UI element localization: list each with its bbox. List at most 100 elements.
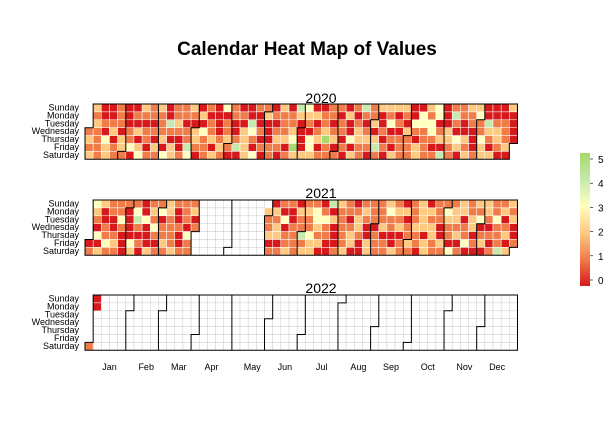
day-cell bbox=[492, 143, 502, 152]
day-cell bbox=[280, 119, 290, 128]
day-cell bbox=[419, 310, 428, 319]
day-cell bbox=[215, 223, 224, 232]
day-cell bbox=[231, 135, 241, 144]
day-cell bbox=[288, 215, 298, 224]
day-cell bbox=[345, 103, 355, 113]
day-cell bbox=[288, 334, 298, 343]
day-cell bbox=[296, 207, 306, 217]
day-cell bbox=[280, 247, 290, 256]
day-cell bbox=[435, 318, 445, 327]
day-cell bbox=[484, 119, 494, 128]
day-cell bbox=[141, 239, 151, 248]
day-cell bbox=[125, 111, 135, 121]
day-cell bbox=[476, 103, 486, 113]
day-cell bbox=[370, 135, 380, 144]
day-cell bbox=[182, 127, 192, 136]
day-cell bbox=[198, 111, 208, 121]
day-cell bbox=[492, 135, 502, 144]
day-cell bbox=[419, 334, 428, 343]
day-cell bbox=[109, 215, 118, 224]
day-cell bbox=[321, 119, 331, 128]
day-cell bbox=[492, 223, 502, 232]
month-boundary bbox=[402, 104, 412, 160]
day-cell bbox=[272, 127, 282, 136]
day-cell bbox=[288, 239, 298, 248]
day-cell bbox=[435, 326, 445, 335]
day-cell bbox=[141, 247, 151, 256]
day-cell bbox=[345, 239, 355, 248]
day-cell bbox=[272, 342, 282, 351]
day-cell bbox=[125, 231, 135, 240]
day-cell bbox=[476, 334, 486, 343]
day-cell bbox=[354, 215, 363, 224]
day-cell bbox=[321, 111, 331, 121]
day-cell bbox=[345, 223, 355, 232]
day-label: Wednesday bbox=[32, 222, 80, 232]
day-cell bbox=[354, 143, 363, 152]
day-cell bbox=[402, 199, 412, 209]
day-cell bbox=[476, 310, 486, 319]
day-cell bbox=[247, 294, 257, 304]
day-cell bbox=[215, 111, 224, 121]
day-cell bbox=[460, 151, 469, 160]
day-cell bbox=[264, 215, 273, 224]
day-cell bbox=[435, 310, 445, 319]
day-cell bbox=[329, 127, 339, 136]
day-cell bbox=[182, 151, 192, 160]
day-cell bbox=[125, 143, 135, 152]
day-cell bbox=[150, 215, 159, 224]
day-cell bbox=[313, 302, 322, 312]
day-cell bbox=[215, 294, 224, 304]
day-cell bbox=[166, 127, 176, 136]
day-cell bbox=[329, 342, 339, 351]
day-cell bbox=[125, 103, 135, 113]
day-cell bbox=[321, 103, 331, 113]
day-cell bbox=[141, 326, 151, 335]
day-cell bbox=[313, 119, 322, 128]
day-cell bbox=[231, 302, 241, 312]
day-cell bbox=[101, 342, 110, 351]
day-cell bbox=[256, 223, 265, 232]
day-cell bbox=[215, 239, 224, 248]
day-cell bbox=[337, 310, 347, 319]
day-cell bbox=[313, 239, 322, 248]
day-cell bbox=[443, 119, 453, 128]
day-cell bbox=[239, 310, 249, 319]
day-cell bbox=[451, 127, 461, 136]
day-cell bbox=[125, 119, 135, 128]
day-cell bbox=[509, 207, 518, 217]
day-cell bbox=[198, 231, 208, 240]
day-cell bbox=[272, 247, 282, 256]
day-cell bbox=[92, 239, 102, 248]
day-cell bbox=[166, 135, 176, 144]
day-cell bbox=[247, 135, 257, 144]
day-cell bbox=[141, 135, 151, 144]
day-cell bbox=[443, 302, 453, 312]
day-cell bbox=[500, 223, 510, 232]
day-cell bbox=[231, 127, 241, 136]
day-cell bbox=[198, 215, 208, 224]
legend-label: 4 bbox=[598, 179, 604, 190]
day-cell bbox=[337, 231, 347, 240]
day-cell bbox=[460, 302, 469, 312]
day-cell bbox=[362, 223, 371, 232]
month-label: Nov bbox=[456, 362, 473, 372]
day-cell bbox=[468, 342, 477, 351]
day-cell bbox=[223, 318, 233, 327]
day-cell bbox=[394, 127, 404, 136]
day-cell bbox=[158, 151, 167, 160]
day-cell bbox=[215, 318, 224, 327]
year-panel-2022: 2022 SundayMondayTuesdayWednesdayThursday… bbox=[32, 280, 518, 351]
day-cell bbox=[264, 310, 273, 319]
day-cell bbox=[362, 135, 371, 144]
day-cell bbox=[84, 127, 94, 136]
day-cell bbox=[411, 127, 420, 136]
day-cell bbox=[92, 318, 102, 327]
day-cell bbox=[386, 103, 396, 113]
day-cell bbox=[141, 223, 151, 232]
day-cell bbox=[460, 111, 469, 121]
day-cell bbox=[166, 294, 176, 304]
day-cell bbox=[321, 247, 331, 256]
day-cell bbox=[411, 326, 420, 335]
day-cell bbox=[468, 318, 477, 327]
